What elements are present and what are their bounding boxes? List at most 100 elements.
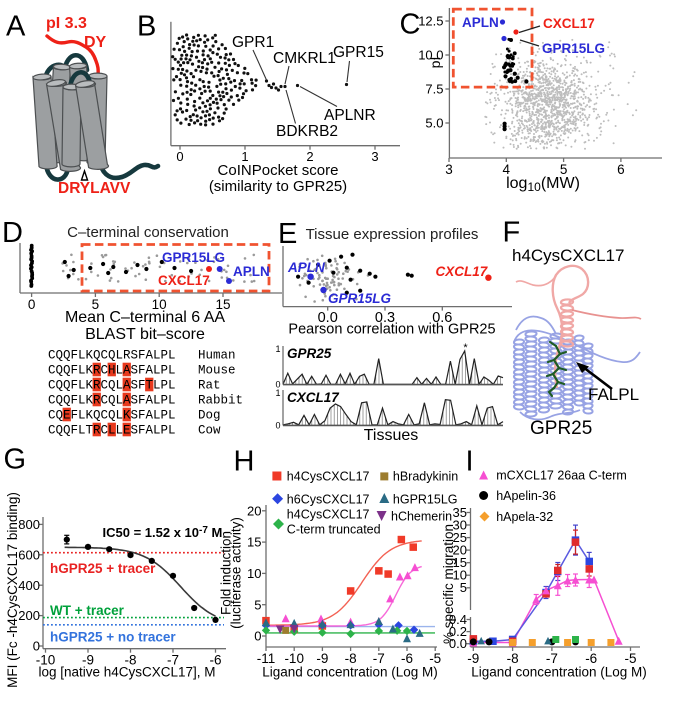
svg-text:0: 0	[33, 639, 40, 654]
svg-text:h4CysCXCL17: h4CysCXCL17	[287, 470, 370, 484]
svg-text:5.0: 5.0	[425, 116, 443, 131]
svg-text:0.2: 0.2	[449, 624, 467, 639]
svg-text:Dog: Dog	[198, 409, 221, 423]
svg-text:0.0: 0.0	[449, 636, 467, 651]
svg-text:C–terminal conservation: C–terminal conservation	[67, 224, 229, 241]
svg-text:Ligand concentration (Log M): Ligand concentration (Log M)	[262, 665, 438, 680]
svg-text:20: 20	[247, 503, 261, 518]
svg-text:(similarity to GPR25): (similarity to GPR25)	[209, 178, 347, 195]
svg-text:-8: -8	[507, 651, 519, 666]
svg-text:MFI (Fc -h4CysCXCL17 binding): MFI (Fc -h4CysCXCL17 binding)	[5, 492, 20, 688]
svg-text:CQQFLKRCQLASFALPL: CQQFLKRCQLASFALPL	[48, 394, 176, 408]
svg-text:hApela-32: hApela-32	[496, 510, 553, 524]
svg-text:h4CysCXCL17: h4CysCXCL17	[287, 508, 370, 522]
svg-text:hGPR15LG: hGPR15LG	[393, 492, 458, 506]
svg-text:I: I	[466, 445, 474, 477]
svg-text:5: 5	[460, 580, 467, 595]
svg-text:FALPL: FALPL	[588, 385, 639, 404]
svg-text:-9: -9	[316, 651, 328, 666]
svg-text:F: F	[503, 217, 521, 249]
svg-text:Mouse: Mouse	[198, 364, 236, 378]
svg-text:Rabbit: Rabbit	[198, 394, 243, 408]
svg-text:6: 6	[617, 162, 625, 177]
svg-text:CQQFLKQCQLRSFALPL: CQQFLKQCQLRSFALPL	[48, 349, 176, 363]
svg-text:0.4: 0.4	[449, 612, 467, 627]
svg-text:pI 3.3: pI 3.3	[46, 15, 87, 32]
svg-text:10: 10	[453, 568, 467, 583]
svg-text:APLNR: APLNR	[324, 107, 376, 124]
svg-text:Ligand concentration (Log M): Ligand concentration (Log M)	[471, 665, 647, 680]
svg-text:WT + tracer: WT + tracer	[50, 603, 125, 618]
svg-text:*: *	[463, 342, 468, 354]
svg-text:5: 5	[254, 597, 261, 612]
svg-text:3: 3	[371, 149, 378, 164]
svg-text:h4CysCXCL17: h4CysCXCL17	[512, 246, 624, 265]
svg-text:D: D	[2, 217, 23, 249]
svg-text:15: 15	[247, 535, 261, 550]
svg-text:-5: -5	[429, 651, 441, 666]
svg-text:600: 600	[18, 547, 40, 562]
svg-text:1: 1	[275, 388, 280, 398]
svg-text:APLN: APLN	[233, 264, 270, 279]
svg-text:0.0: 0.0	[318, 310, 338, 326]
svg-text:0: 0	[254, 629, 261, 644]
svg-text:-11: -11	[257, 651, 276, 666]
svg-text:0: 0	[275, 420, 280, 430]
svg-text:GPR15LG: GPR15LG	[542, 41, 605, 56]
svg-text:GPR25: GPR25	[287, 346, 332, 361]
svg-text:C-term truncated: C-term truncated	[287, 523, 381, 537]
svg-text:1: 1	[275, 344, 280, 354]
svg-text:400: 400	[18, 578, 40, 593]
svg-text:-9: -9	[467, 651, 479, 666]
svg-text:GPR1: GPR1	[232, 34, 274, 51]
svg-text:BDKRB2: BDKRB2	[276, 123, 338, 140]
svg-text:hApelin-36: hApelin-36	[496, 489, 556, 503]
svg-text:800: 800	[18, 517, 40, 532]
svg-text:hChemerin: hChemerin	[391, 510, 452, 524]
svg-text:hGPR25 + no tracer: hGPR25 + no tracer	[50, 630, 176, 645]
svg-text:15: 15	[215, 297, 230, 312]
svg-text:5: 5	[92, 297, 100, 312]
svg-text:h6CysCXCL17: h6CysCXCL17	[287, 492, 370, 506]
svg-text:10.0: 10.0	[418, 48, 443, 63]
svg-text:CoINPocket score: CoINPocket score	[218, 162, 339, 179]
svg-text:-7: -7	[546, 651, 558, 666]
svg-text:APLN: APLN	[287, 260, 325, 275]
svg-text:C: C	[400, 8, 421, 40]
svg-text:CQQFLTRCLLESFALPL: CQQFLTRCLLESFALPL	[48, 424, 176, 438]
svg-text:-5: -5	[624, 651, 636, 666]
svg-text:B: B	[137, 11, 156, 43]
svg-text:-9: -9	[82, 653, 94, 668]
svg-text:-8: -8	[124, 653, 136, 668]
svg-text:pI: pI	[427, 57, 443, 69]
svg-text:Tissue expression profiles: Tissue expression profiles	[306, 226, 479, 243]
svg-text:0.3: 0.3	[375, 310, 395, 326]
svg-text:-10: -10	[36, 653, 56, 668]
svg-text:GPR15LG: GPR15LG	[162, 250, 225, 265]
svg-text:Rat: Rat	[198, 379, 221, 393]
svg-text:20: 20	[453, 543, 467, 558]
svg-text:7.5: 7.5	[425, 82, 443, 97]
svg-text:-10: -10	[284, 651, 304, 666]
svg-text:E: E	[278, 218, 297, 250]
svg-text:(luciferase activity): (luciferase activity)	[229, 517, 244, 629]
svg-text:-6: -6	[209, 653, 221, 668]
svg-text:Mean C–terminal 6 AA: Mean C–terminal 6 AA	[65, 309, 225, 326]
svg-text:15: 15	[453, 555, 467, 570]
svg-text:0: 0	[275, 380, 280, 390]
svg-text:10: 10	[247, 566, 261, 581]
svg-text:CQQFLKRCHLASFALPL: CQQFLKRCHLASFALPL	[48, 364, 176, 378]
svg-text:0.6: 0.6	[432, 310, 452, 326]
svg-text:GPR15LG: GPR15LG	[328, 291, 392, 306]
svg-text:log10(MW): log10(MW)	[506, 175, 580, 194]
svg-text:Human: Human	[198, 349, 236, 363]
svg-text:12.5: 12.5	[418, 14, 443, 29]
svg-text:% specific migration: % specific migration	[441, 524, 456, 644]
svg-text:2: 2	[306, 149, 313, 164]
svg-text:4: 4	[503, 162, 511, 177]
svg-text:3: 3	[445, 162, 453, 177]
svg-text:35: 35	[453, 505, 467, 520]
svg-text:CXCL17: CXCL17	[436, 264, 489, 279]
svg-text:GPR25: GPR25	[530, 418, 592, 439]
svg-text:CXCL17: CXCL17	[287, 390, 340, 405]
